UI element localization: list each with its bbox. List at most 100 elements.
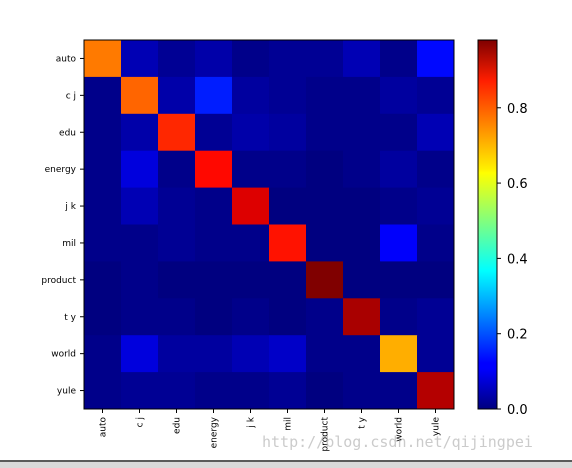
heatmap-cell-mil-mil [269,224,307,262]
heatmap-cell-mil-yule [417,224,455,262]
heatmap-cell-mil-edu [158,224,196,262]
heatmap-cell-mil-energy [195,224,233,262]
heatmap-cell-ty-yule [417,298,455,336]
heatmap-cell-jk-jk [232,187,270,225]
colorbar-ticks: 0.0 0.2 0.4 0.6 0.8 [497,102,528,418]
heatmap-cell-ty-auto [84,298,122,336]
heatmap-cell-world-mil [269,335,307,373]
heatmap-cell-energy-jk [232,150,270,189]
heatmap-cell-ty-ty [343,298,381,336]
heatmap-cell-mil-product [306,224,344,262]
heatmap-cell-yule-mil [269,372,307,410]
heatmap-cell-edu-ty [343,113,381,152]
heatmap-cell-mil-cj [121,224,159,262]
heatmap-cell-cj-energy [195,76,233,115]
x-tick-label: edu [173,417,183,434]
heatmap-cell-ty-world [380,298,418,336]
heatmap-cell-product-ty [343,261,381,299]
y-tick-label: auto [56,54,77,64]
heatmap-cell-yule-auto [84,372,122,410]
heatmap-cell-cj-jk [232,76,270,115]
heatmap-cell-edu-cj [121,113,159,152]
heatmap-cell-world-auto [84,335,122,373]
x-tick-label: energy [210,416,220,448]
colorbar-tick-label: 0.6 [507,177,528,192]
heatmap-cell-world-yule [417,335,455,373]
heatmap-cell-yule-jk [232,372,270,410]
heatmap-cell-cj-edu [158,76,196,115]
heatmap-cell-yule-ty [343,372,381,410]
x-tick-label: j k [247,416,257,428]
y-tick-label: product [41,276,76,286]
heatmap-cell-world-ty [343,335,381,373]
heatmap-cell-world-energy [195,335,233,373]
heatmap-cell-product-edu [158,261,196,299]
heatmap-cell-jk-edu [158,187,196,225]
y-tick-label: edu [59,128,76,138]
heatmap-cell-ty-mil [269,298,307,336]
heatmap-cell-energy-edu [158,150,196,189]
heatmap-cell-jk-world [380,187,418,225]
x-tick-label: yule [432,417,442,437]
heatmap-cell-mil-jk [232,224,270,262]
heatmap-cell-world-product [306,335,344,373]
heatmap-cell-cj-cj [121,76,159,115]
heatmap-cell-energy-ty [343,150,381,189]
colorbar-tick-label: 0.4 [507,252,528,267]
heatmap-cell-energy-mil [269,150,307,189]
heatmap-cell-ty-product [306,298,344,336]
heatmap-cell-cj-mil [269,76,307,115]
heatmap-cell-auto-ty [343,40,381,78]
heatmap-cell-jk-ty [343,187,381,225]
colorbar-tick-label: 0.8 [507,102,528,117]
heatmap-cell-auto-world [380,40,418,78]
heatmap-cell-ty-cj [121,298,159,336]
heatmap-cell-auto-jk [232,40,270,78]
heatmap-cell-ty-energy [195,298,233,336]
heatmap-cell-product-mil [269,261,307,299]
heatmap-cell-cj-ty [343,76,381,115]
heatmap-cell-yule-energy [195,372,233,410]
heatmap-cell-auto-cj [121,40,159,78]
heatmap-cell-edu-yule [417,113,455,152]
heatmap-cells [84,40,455,410]
heatmap-cell-product-product [306,261,344,299]
watermark-text: http://blog.csdn.net/qijingpei [262,433,533,451]
heatmap-cell-energy-yule [417,150,455,189]
x-tick-label: c j [136,417,146,427]
heatmap-cell-auto-edu [158,40,196,78]
heatmap-cell-auto-energy [195,40,233,78]
heatmap-cell-auto-auto [84,40,122,78]
heatmap-cell-mil-auto [84,224,122,262]
heatmap-cell-yule-world [380,372,418,410]
heatmap-cell-cj-yule [417,76,455,115]
y-tick-label: j k [64,202,76,212]
x-axis-labels: auto c j edu energy j k mil product t y world yul… [99,409,442,452]
heatmap-cell-jk-yule [417,187,455,225]
x-tick-label: product [321,417,331,452]
x-tick-label: auto [99,417,109,438]
heatmap-cell-auto-mil [269,40,307,78]
heatmap-cell-world-jk [232,335,270,373]
heatmap-cell-product-world [380,261,418,299]
heatmap-cell-auto-yule [417,40,455,78]
y-tick-label: world [51,350,76,360]
heatmap-cell-world-edu [158,335,196,373]
heatmap-cell-edu-mil [269,113,307,152]
heatmap-cell-mil-world [380,224,418,262]
heatmap-cell-yule-edu [158,372,196,410]
heatmap-cell-edu-edu [158,113,196,152]
heatmap-cell-energy-cj [121,150,159,189]
heatmap-cell-product-energy [195,261,233,299]
heatmap-cell-energy-product [306,150,344,189]
heatmap-cell-cj-auto [84,76,122,115]
y-tick-label: yule [57,387,77,397]
y-tick-label: t y [64,313,76,323]
heatmap-cell-energy-world [380,150,418,189]
heatmap-cell-yule-cj [121,372,159,410]
y-tick-label: energy [45,165,77,175]
heatmap-cell-edu-energy [195,113,233,152]
heatmap-cell-jk-product [306,187,344,225]
heatmap-cell-ty-edu [158,298,196,336]
